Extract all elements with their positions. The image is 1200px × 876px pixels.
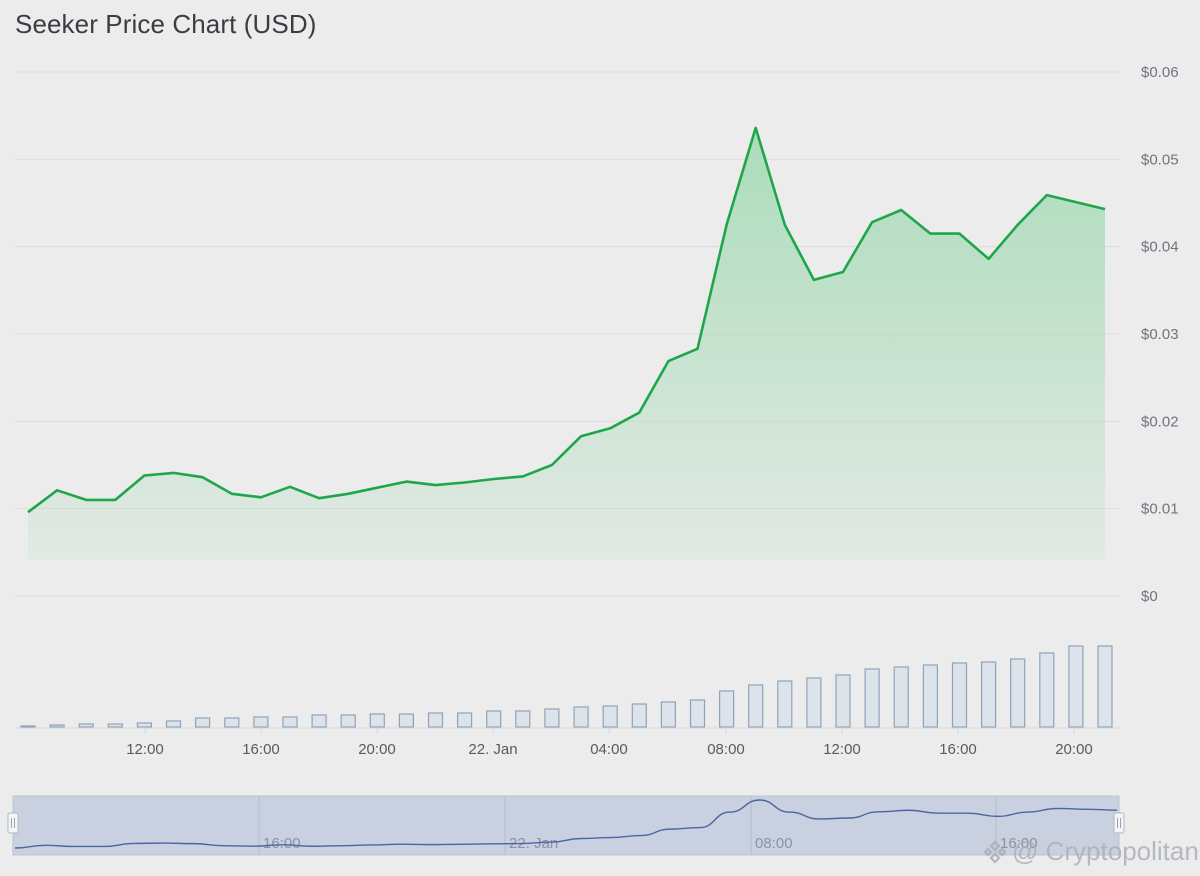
volume-bar[interactable]: [398, 713, 414, 728]
volume-bar[interactable]: [573, 706, 589, 728]
volume-bar[interactable]: [311, 714, 327, 728]
cryptopolitan-logo-icon: [983, 839, 1007, 864]
volume-bar[interactable]: [602, 705, 618, 728]
x-axis-label: 16:00: [939, 741, 977, 758]
volume-bar[interactable]: [631, 703, 647, 728]
x-axis-label: 12:00: [823, 741, 861, 758]
volume-bar[interactable]: [893, 666, 909, 728]
y-axis-label: $0.05: [1141, 151, 1179, 168]
y-axis-label: $0: [1141, 588, 1158, 605]
volume-bar[interactable]: [1010, 658, 1026, 728]
volume-bar[interactable]: [777, 680, 793, 728]
volume-bar[interactable]: [748, 684, 764, 728]
volume-bar[interactable]: [515, 710, 531, 728]
volume-bar[interactable]: [980, 661, 997, 728]
volume-bar[interactable]: [660, 701, 677, 728]
watermark: @ Cryptopolitan: [982, 836, 1199, 867]
volume-bar[interactable]: [486, 710, 502, 728]
volume-bar[interactable]: [806, 677, 822, 728]
y-axis-label: $0.06: [1141, 64, 1179, 81]
volume-bar[interactable]: [49, 724, 65, 728]
chart-title: Seeker Price Chart (USD): [15, 9, 317, 39]
volume-bar[interactable]: [165, 720, 182, 728]
volume-bar[interactable]: [864, 668, 880, 728]
volume-bar[interactable]: [1039, 652, 1055, 728]
x-axis-label: 20:00: [1055, 741, 1093, 758]
x-axis-label: 04:00: [590, 741, 628, 758]
volume-bar[interactable]: [835, 674, 851, 728]
volume-bar[interactable]: [718, 690, 735, 728]
volume-bar[interactable]: [427, 712, 444, 728]
volume-bar[interactable]: [369, 713, 385, 728]
volume-bar[interactable]: [922, 664, 939, 728]
x-axis-label: 20:00: [358, 741, 396, 758]
volume-bar[interactable]: [282, 716, 298, 728]
x-axis-label: 08:00: [707, 741, 745, 758]
price-area-fill: [28, 127, 1105, 561]
volume-bar[interactable]: [689, 699, 706, 728]
navigator-left-handle[interactable]: [7, 812, 19, 834]
navigator-label: 08:00: [755, 835, 793, 852]
volume-bar[interactable]: [1068, 645, 1084, 728]
x-axis-label: 12:00: [126, 741, 164, 758]
volume-bar[interactable]: [457, 712, 473, 728]
navigator-label: 16:00: [1000, 835, 1038, 852]
volume-bar[interactable]: [1097, 645, 1113, 728]
navigator-right-handle[interactable]: [1113, 812, 1125, 834]
navigator-series-line: [14, 799, 1118, 849]
navigator-label: 16:00: [263, 835, 301, 852]
volume-bar[interactable]: [224, 717, 240, 728]
volume-bar[interactable]: [78, 723, 94, 728]
volume-bar[interactable]: [253, 716, 269, 728]
y-axis-label: $0.03: [1141, 326, 1179, 343]
volume-bar[interactable]: [340, 714, 356, 728]
volume-bar[interactable]: [951, 662, 968, 728]
x-axis-label: 16:00: [242, 741, 280, 758]
watermark-text: @ Cryptopolitan: [1012, 836, 1199, 866]
volume-bar[interactable]: [544, 708, 560, 728]
volume-bar[interactable]: [20, 725, 36, 728]
y-axis-label: $0.02: [1141, 413, 1179, 430]
y-axis-label: $0.01: [1141, 501, 1179, 518]
x-axis-label: 22. Jan: [468, 741, 517, 758]
volume-bar[interactable]: [107, 723, 123, 728]
navigator-selection[interactable]: [12, 795, 1120, 856]
price-line[interactable]: [27, 126, 1106, 514]
volume-bar[interactable]: [195, 717, 211, 728]
y-axis-label: $0.04: [1141, 239, 1179, 256]
volume-bar[interactable]: [136, 722, 152, 728]
